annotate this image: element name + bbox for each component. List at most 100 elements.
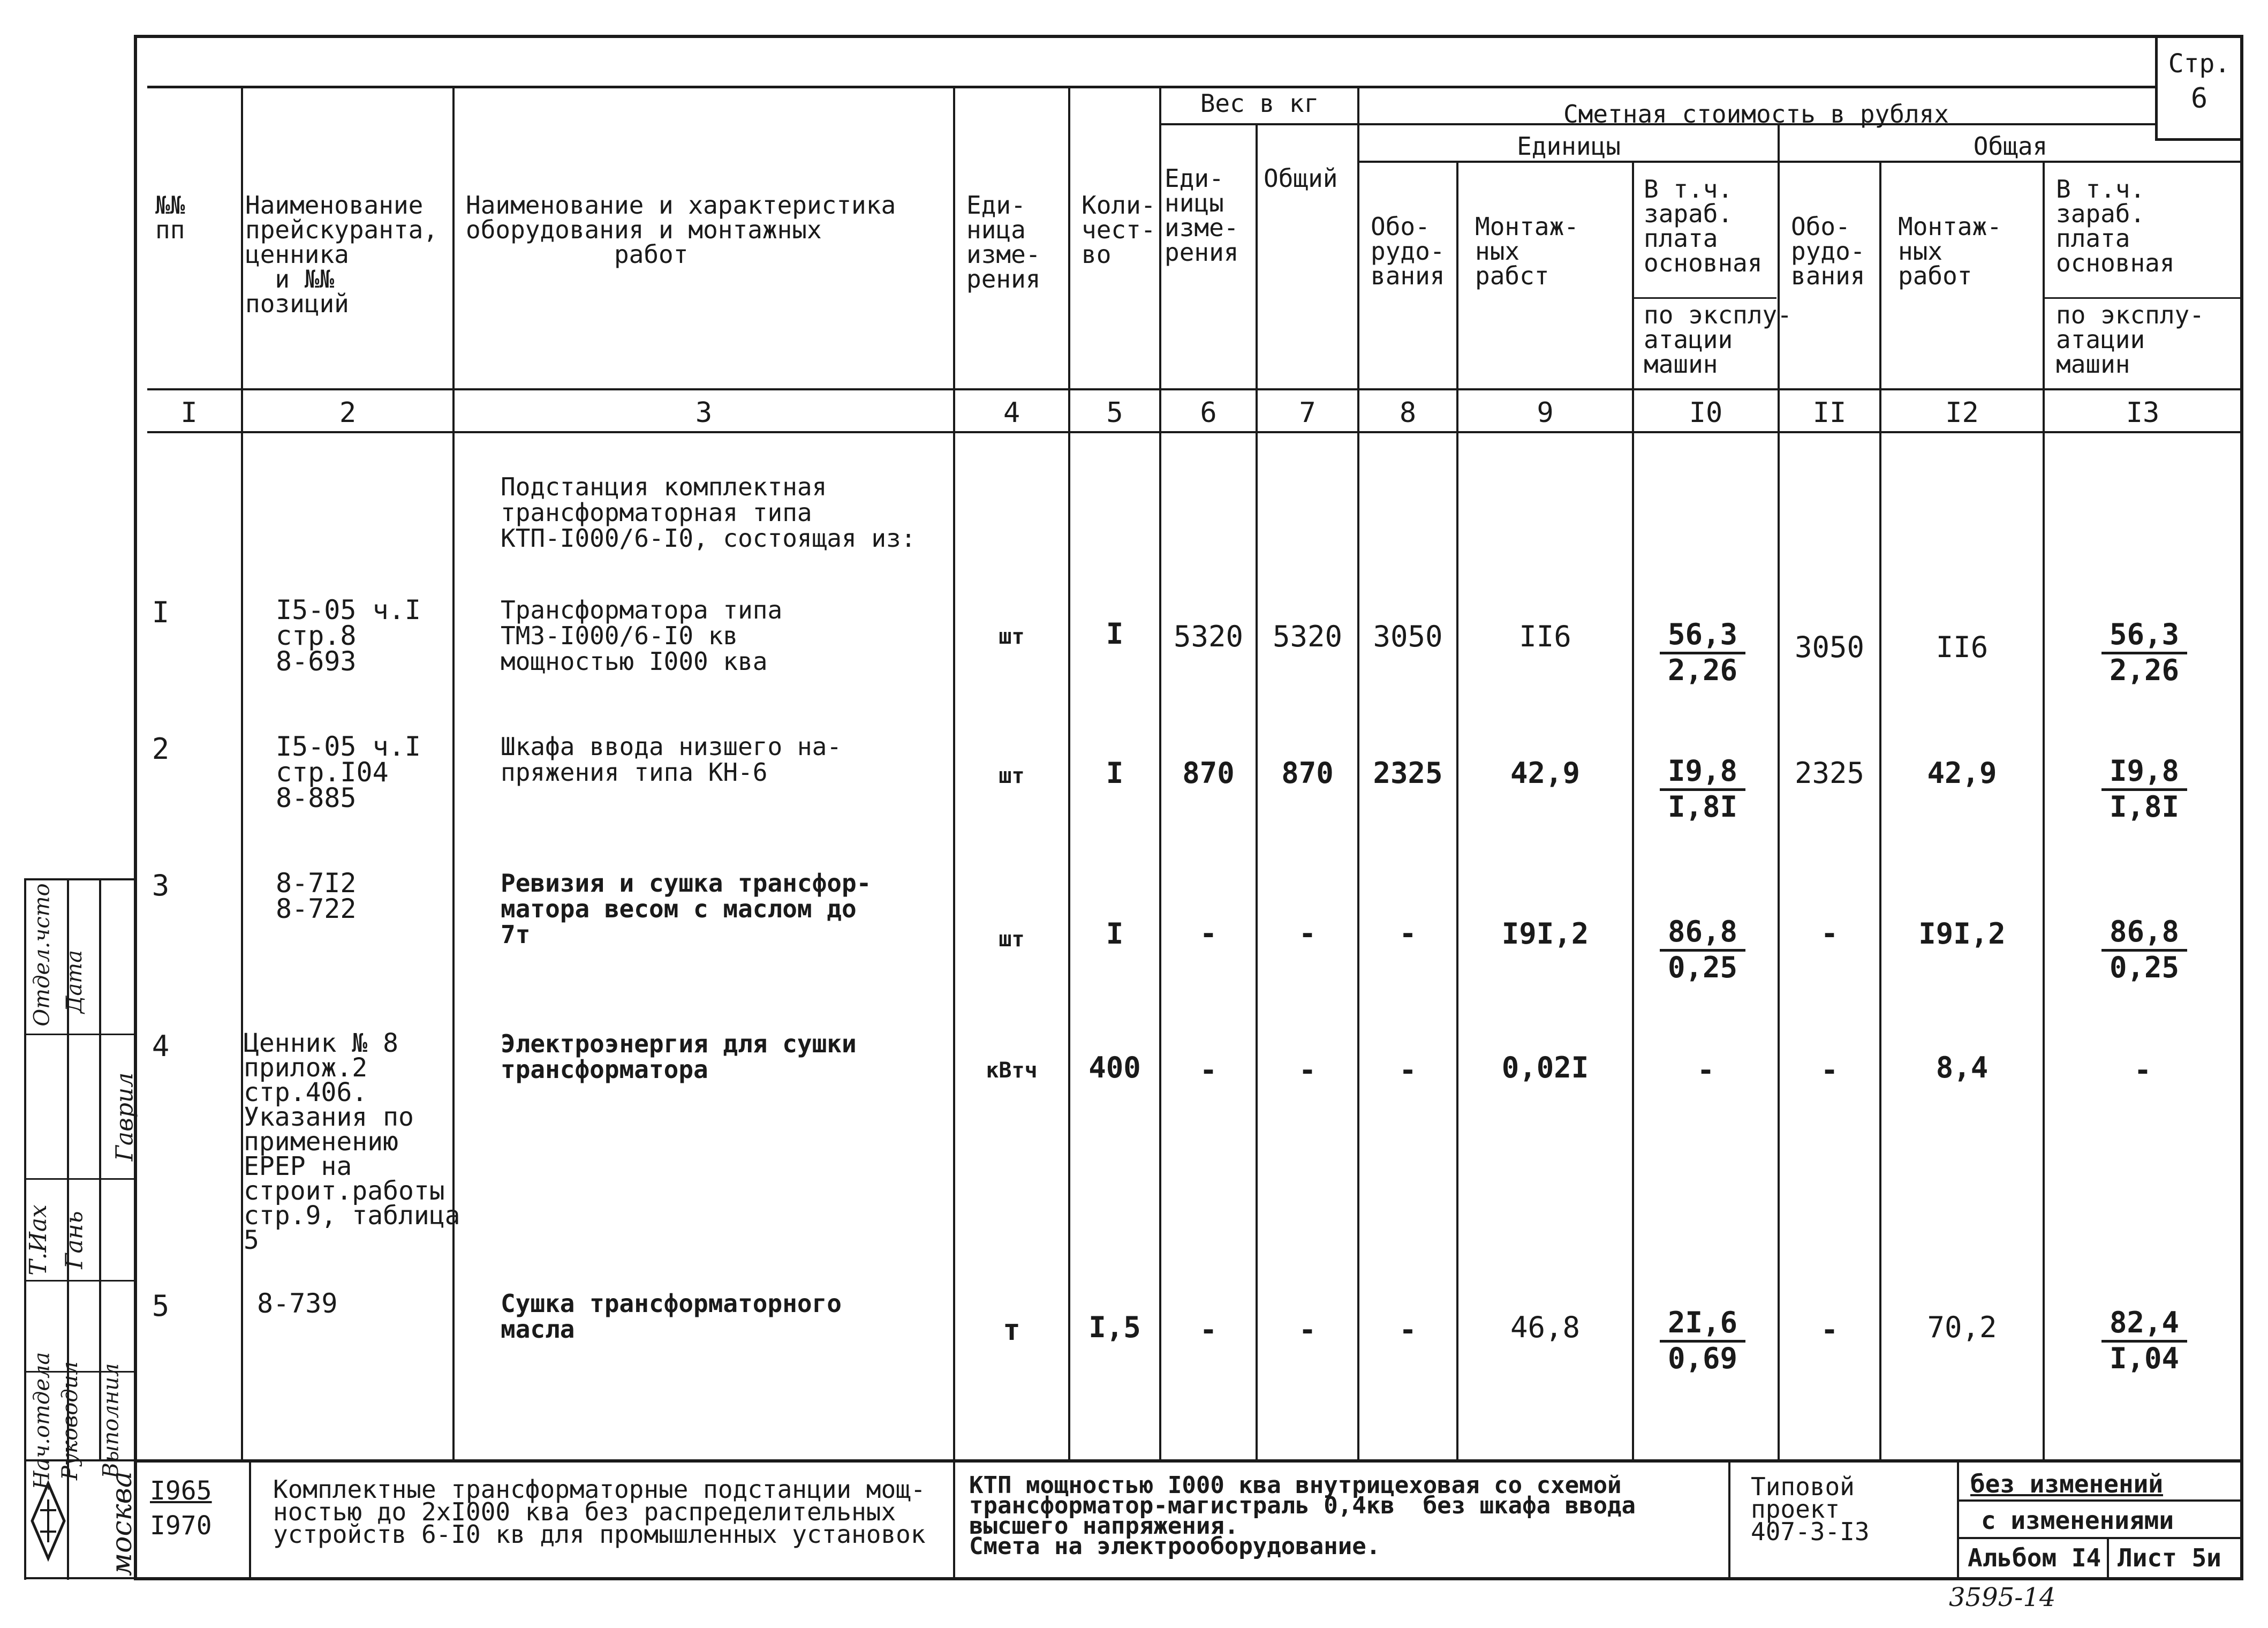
row-ref: Ценник № 8 прилож.2 стр.406. Указания по… <box>244 1028 460 1255</box>
row-equipment-cost: 3050 <box>1373 620 1443 653</box>
row-wages-unit: - <box>1697 1053 1715 1087</box>
row-number: 2 <box>152 732 170 766</box>
col-header-equipment-unit: Обо- рудо- вания <box>1371 212 1445 290</box>
footer-sheet-description: КТП мощностью I000 ква внутрицеховая со … <box>969 1472 1636 1560</box>
row-weight-unit: - <box>1199 917 1218 951</box>
row-weight-unit: - <box>1199 1053 1218 1087</box>
footer-year-1: I965 <box>150 1476 212 1506</box>
row-installation-total: I9I,2 <box>1918 917 2006 951</box>
row-wages-total: 82,4 I,04 <box>2101 1307 2187 1375</box>
row-installation-cost: 42,9 <box>1510 756 1581 790</box>
row-qty: I <box>1106 917 1124 951</box>
col-number-1: I <box>180 397 198 429</box>
stamp-role-head: Нач.отдела <box>29 1352 55 1490</box>
row-installation-cost: 46,8 <box>1510 1310 1581 1344</box>
row-weight-total: - <box>1298 917 1317 951</box>
row-wages-total: 56,3 2,26 <box>2101 619 2187 687</box>
row-ref: I5-05 ч.I стр.8 8-693 <box>276 594 421 677</box>
stamp-date: Дата <box>62 949 87 1014</box>
institute-logo <box>29 1478 67 1564</box>
col-header-machines-total: по эксплу- атации машин <box>2056 300 2204 379</box>
row-equipment-cost: 2325 <box>1373 756 1443 790</box>
footer-album: Альбом I4 <box>1968 1543 2101 1572</box>
row-number: I <box>152 596 170 629</box>
row-unit: шт <box>999 624 1025 649</box>
footer-city: москва <box>105 1471 138 1576</box>
row-installation-cost: II6 <box>1519 620 1571 653</box>
row-equipment-total: - <box>1820 917 1839 951</box>
row-weight-total: - <box>1298 1053 1317 1087</box>
archive-number: 3595-14 <box>1949 1582 2056 1612</box>
row-weight-total: 870 <box>1281 756 1334 790</box>
row-weight-unit: 5320 <box>1173 620 1244 653</box>
row-equipment-total: - <box>1820 1313 1839 1347</box>
row-equipment-total: 3050 <box>1794 630 1865 664</box>
footer-project-number: Типовой проект 407-3-I3 <box>1751 1472 1870 1546</box>
col-number-6: 6 <box>1200 397 1217 429</box>
col-header-installation-total: Монтаж- ных работ <box>1898 212 2002 290</box>
row-ref: I5-05 ч.I стр.I04 8-885 <box>276 731 421 813</box>
row-name: Ревизия и сушка трансфор- матора весом с… <box>501 869 872 949</box>
row-equipment-cost: - <box>1399 1053 1417 1087</box>
row-weight-unit: - <box>1199 1313 1218 1347</box>
col-header-unit: Еди- ница изме- рения <box>966 191 1041 293</box>
row-unit: шт <box>999 764 1025 788</box>
row-installation-total: 42,9 <box>1927 756 1997 790</box>
col-number-10: I0 <box>1689 397 1723 429</box>
row-qty: I <box>1106 756 1124 790</box>
col-number-3: 3 <box>695 397 713 429</box>
col-header-price-list: Наименование прейскуранта, ценника и №№ … <box>245 191 439 318</box>
col-header-machines-unit: по эксплу- атации машин <box>1644 300 1792 379</box>
col-header-equipment-total: Обо- рудо- вания <box>1791 212 1865 290</box>
row-qty: I <box>1106 617 1124 651</box>
footer-sheet: Лист 5и <box>2118 1543 2221 1572</box>
row-name: Трансформатора типа ТМЗ-I000/6-I0 кв мощ… <box>501 596 783 676</box>
row-installation-total: 8,4 <box>1936 1051 1989 1084</box>
row-ref: 8-7I2 8-722 <box>276 868 357 924</box>
row-name: Сушка трансформаторного масла <box>501 1289 842 1344</box>
footer-no-change: без изменений <box>1970 1469 2164 1498</box>
col-header-equipment: Наименование и характеристика оборудован… <box>466 191 896 269</box>
row-installation-cost: 0,02I <box>1501 1051 1589 1084</box>
row-equipment-total: 2325 <box>1794 756 1865 790</box>
col-header-weight-total: Общий <box>1264 164 1338 193</box>
row-wages-total: 86,8 0,25 <box>2101 916 2187 984</box>
row-number: 3 <box>152 869 170 902</box>
stamp-signature-1: Т.Иах <box>24 1204 52 1276</box>
footer-year-2: I970 <box>150 1511 212 1541</box>
row-weight-total: - <box>1298 1313 1317 1347</box>
col-number-13: I3 <box>2126 397 2160 429</box>
row-wages-unit: I9,8 I,8I <box>1660 755 1745 823</box>
stamp-dept: Отдел.чсто <box>29 883 55 1027</box>
col-number-11: II <box>1812 397 1847 429</box>
col-header-unit-group: Единицы <box>1517 132 1621 161</box>
col-header-quantity: Коли- чест- во <box>1082 191 1156 269</box>
row-qty: 400 <box>1088 1051 1141 1084</box>
stamp-role-lead: Руководил <box>58 1361 83 1481</box>
stamp-signature-3: Гаврил <box>111 1072 139 1162</box>
col-number-12: I2 <box>1945 397 1979 429</box>
col-header-wages-total: В т.ч. зараб. плата основная <box>2056 175 2175 277</box>
col-header-wages-unit: В т.ч. зараб. плата основная <box>1644 175 1763 277</box>
row-wages-total: - <box>2134 1053 2152 1087</box>
row-installation-total: 70,2 <box>1927 1310 1997 1344</box>
row-equipment-cost: - <box>1399 917 1417 951</box>
row-installation-cost: I9I,2 <box>1501 917 1589 951</box>
col-number-2: 2 <box>339 397 357 429</box>
page-label: Стр. <box>2168 49 2231 79</box>
row-weight-unit: 870 <box>1182 756 1235 790</box>
row-name: Электроэнергия для сушки трансформатора <box>501 1029 857 1084</box>
col-header-installation-unit: Монтаж- ных рабст <box>1475 212 1579 290</box>
col-number-7: 7 <box>1299 397 1316 429</box>
col-header-weight: Вес в кг <box>1200 89 1319 118</box>
footer-series-title: Комплектные трансформаторные подстанции … <box>273 1475 926 1549</box>
row-name: Шкафа ввода низшего на- пряжения типа КН… <box>501 732 842 787</box>
row-number: 4 <box>152 1029 170 1063</box>
row-weight-total: 5320 <box>1272 620 1343 653</box>
intro-title: Подстанция комплектная трансформаторная … <box>501 472 916 553</box>
row-installation-total: II6 <box>1936 630 1989 664</box>
row-ref: 8-739 <box>257 1288 338 1319</box>
row-number: 5 <box>152 1289 170 1323</box>
col-header-total-group: Общая <box>1973 132 2048 161</box>
